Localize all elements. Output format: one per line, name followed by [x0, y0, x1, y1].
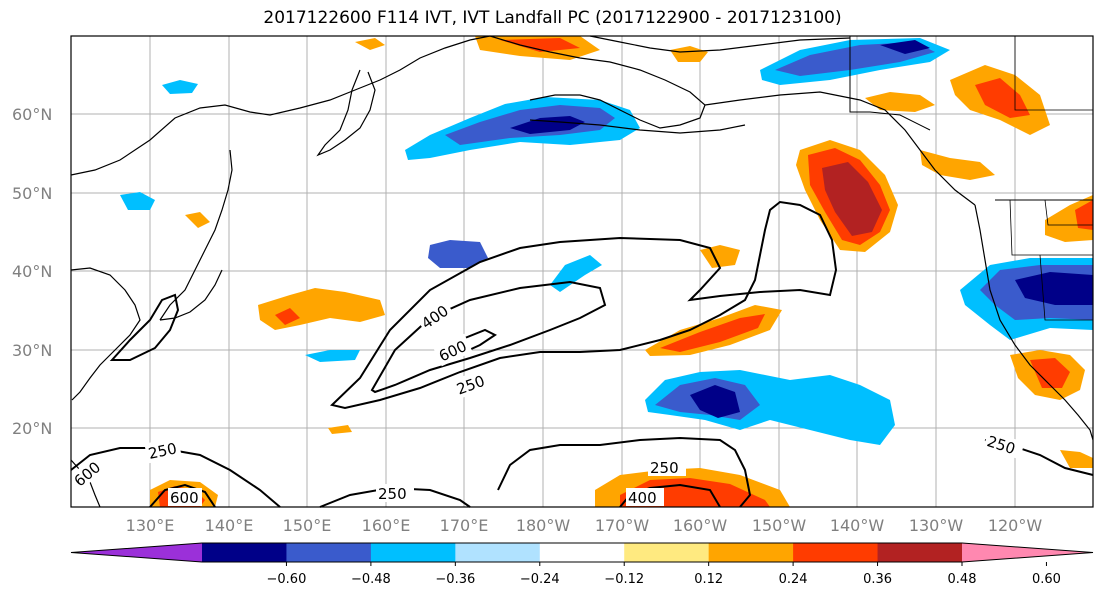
- colorbar-segment: [624, 543, 710, 562]
- coast-alaska-gulf: [704, 91, 976, 206]
- contour-250-japan: [109, 293, 180, 361]
- patch-red-east-edge: [1075, 200, 1093, 230]
- contour-label: 250: [147, 439, 179, 463]
- patch-darkred-gulf: [822, 162, 882, 236]
- lon-label: 160°W: [673, 516, 728, 535]
- lon-label: 180°W: [516, 516, 571, 535]
- patch-navy-west-us: [1015, 272, 1093, 305]
- colorbar-segment: [877, 543, 963, 562]
- patch-red-ne: [975, 78, 1030, 118]
- patch-orange-small-1: [355, 38, 385, 50]
- coast-aleutians: [529, 119, 746, 134]
- colorbar-tick-label: 0.12: [694, 572, 723, 587]
- lat-label: 20°N: [12, 419, 52, 438]
- lon-label: 120°W: [988, 516, 1043, 535]
- lat-label: 30°N: [12, 341, 52, 360]
- lon-label: 150°E: [283, 516, 332, 535]
- patch-navy-subtropical: [690, 385, 740, 418]
- patch-darkblue-alaska: [775, 42, 935, 76]
- colorbar-tick-label: −0.60: [267, 572, 307, 587]
- lat-label: 60°N: [12, 105, 52, 124]
- colorbar-tick-label: −0.36: [435, 572, 475, 587]
- patch-orange-small-8: [185, 212, 210, 228]
- border-alaska-canada: [849, 36, 931, 131]
- colorbar-segment: [286, 543, 372, 562]
- colorbar-tick-label: 0.60: [1032, 572, 1061, 587]
- patch-blue-small-7: [120, 192, 155, 210]
- colorbar-tick-label: −0.24: [520, 572, 560, 587]
- latitude-labels: 60°N 50°N 40°N 30°N 20°N: [12, 105, 52, 438]
- coast-japan-south: [159, 269, 223, 321]
- colorbar-segment: [455, 543, 541, 562]
- colorbar-tick-label: −0.48: [351, 572, 391, 587]
- coast-northwest-us: [974, 204, 1094, 441]
- border-canada-north: [1014, 36, 1093, 111]
- lon-label: 170°E: [440, 516, 489, 535]
- coast-kamchatka: [316, 69, 376, 157]
- coast-alaska: [489, 35, 706, 129]
- colorbar-outline: [70, 542, 1094, 563]
- colorbar-segment: [708, 543, 794, 562]
- map-title: 2017122600 F114 IVT, IVT Landfall PC (20…: [263, 8, 842, 28]
- coast-asia-russia: [70, 35, 491, 176]
- colorbar-tick-label: 0.36: [863, 572, 892, 587]
- contour-label: 250: [378, 485, 407, 503]
- colorbar-tick-label: −0.12: [604, 572, 644, 587]
- lon-label: 140°W: [830, 516, 885, 535]
- colorbar-segment: [539, 543, 625, 562]
- colorbar-segment: [793, 543, 879, 562]
- patch-blue-small-1: [162, 80, 198, 94]
- patch-red-30n: [660, 314, 765, 352]
- contour-label: 400: [628, 489, 657, 507]
- lon-label: 160°E: [362, 516, 411, 535]
- patch-red-small-2: [500, 38, 580, 52]
- lon-label: 130°E: [126, 516, 175, 535]
- patch-blue-small-6: [305, 350, 360, 362]
- map-border: [70, 35, 1094, 508]
- colorbar-segment: [370, 543, 456, 562]
- contour-600-sw: [149, 483, 216, 508]
- lat-label: 40°N: [12, 262, 52, 281]
- patch-orange-small-3: [670, 46, 708, 62]
- patch-orange-small-5: [700, 245, 740, 268]
- coast-korea-china: [70, 267, 141, 401]
- shaded-patches: [120, 36, 1093, 507]
- contour-label: 600: [170, 489, 199, 507]
- contour-250-hawaii: [497, 436, 752, 508]
- colorbar-extend-low: [71, 543, 202, 562]
- lon-label: 150°W: [752, 516, 807, 535]
- patch-red-california: [1030, 358, 1070, 388]
- longitude-labels: 130°E 140°E 150°E 160°E 170°E 180°W 170°…: [126, 516, 1043, 535]
- colorbar: −0.60 −0.48 −0.36 −0.24 −0.12 0.12 0.24 0.36 0.4…: [70, 542, 1094, 587]
- border-states-2: [1039, 254, 1093, 321]
- colorbar-segment: [202, 543, 287, 562]
- patch-darkblue-40n: [428, 240, 488, 268]
- coast-alaska-north: [589, 35, 851, 53]
- lon-label: 170°W: [595, 516, 650, 535]
- colorbar-tick-label: 0.24: [779, 572, 808, 587]
- patch-navy-north-pacific: [510, 116, 585, 134]
- lon-label: 140°E: [205, 516, 254, 535]
- contour-250-main: [329, 200, 838, 410]
- lon-label: 130°W: [909, 516, 964, 535]
- coast-sakhalin-japan: [159, 149, 233, 321]
- border-states-3: [1044, 199, 1093, 226]
- contour-label: 250: [650, 459, 679, 477]
- patch-navy-alaska: [880, 40, 930, 54]
- patch-orange-small-10: [328, 425, 352, 434]
- patch-orange-small-9: [1060, 450, 1093, 468]
- patch-red-japan: [275, 308, 300, 325]
- border-states-1: [1009, 199, 1093, 256]
- coastlines: [70, 35, 1094, 508]
- colorbar-extend-high: [962, 543, 1093, 562]
- patch-orange-bc: [920, 150, 995, 180]
- colorbar-tick-label: 0.48: [948, 572, 977, 587]
- patch-orange-small-4: [865, 92, 935, 112]
- lat-label: 50°N: [12, 184, 52, 203]
